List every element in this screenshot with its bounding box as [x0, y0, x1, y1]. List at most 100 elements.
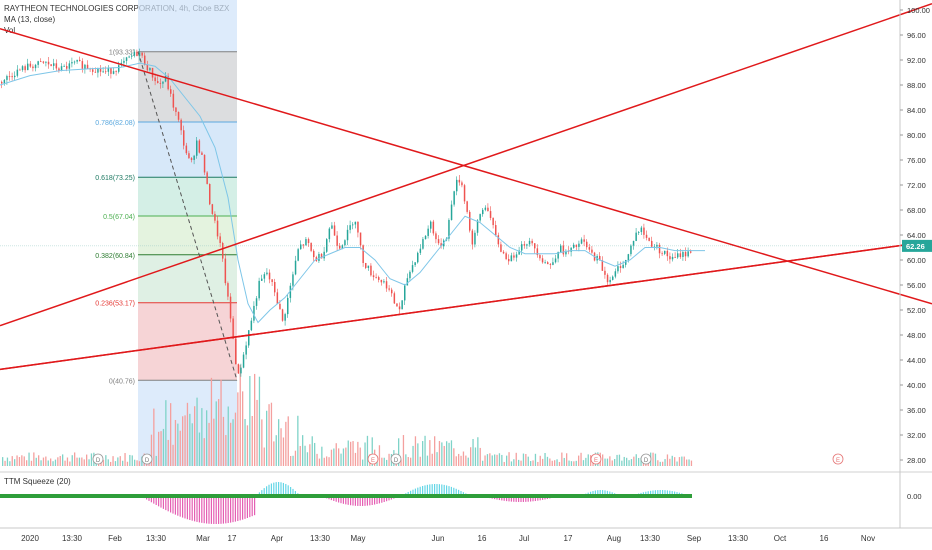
volume-bar [573, 461, 575, 466]
squeeze-bar [357, 496, 359, 506]
volume-bar [568, 460, 570, 466]
volume-bar [86, 454, 88, 466]
squeeze-bar [410, 490, 412, 496]
volume-bar [182, 416, 184, 466]
candle-body [362, 245, 364, 264]
candle-body [50, 64, 52, 66]
event-marker [390, 453, 402, 465]
volume-bar [340, 453, 342, 466]
candle-body [177, 112, 180, 120]
trendline [0, 3, 932, 327]
volume-bar [400, 459, 402, 466]
squeeze-bar [150, 496, 152, 503]
fib-level-label: 0.236(53.17) [95, 301, 135, 308]
event-marker-label: D [145, 458, 150, 464]
fib-level-label: 0.618(73.25) [95, 175, 135, 182]
candle-body [24, 66, 26, 71]
candle-body [266, 272, 268, 275]
candle-body [305, 239, 307, 246]
volume-bar [566, 453, 568, 466]
volume-bar [527, 456, 529, 466]
candle-body [255, 298, 258, 306]
volume-bar [138, 461, 141, 466]
squeeze-bar [419, 486, 421, 496]
candle-body [396, 303, 398, 307]
volume-bar [450, 440, 453, 466]
candle-body [365, 263, 367, 268]
event-marker-label: D [96, 458, 101, 464]
volume-bar [467, 457, 469, 466]
candle-body [346, 229, 349, 241]
volume-bar [206, 410, 208, 466]
candle-body [261, 278, 263, 281]
candle-body [14, 75, 16, 78]
volume-bar [16, 455, 18, 466]
candle-body [292, 274, 294, 286]
volume-bar [186, 402, 189, 466]
volume-bar [417, 443, 419, 466]
candle-body [690, 251, 692, 253]
candle-body [318, 253, 320, 262]
volume-bar [314, 442, 316, 466]
volume-bar [227, 406, 229, 466]
volume-bar [105, 455, 107, 466]
volume-bar [81, 457, 83, 466]
squeeze-bar [530, 496, 532, 502]
volume-bar [448, 442, 450, 466]
event-marker-label: E [594, 458, 598, 464]
ma-indicator-label: MA (13, close) [4, 15, 56, 24]
candle-body [157, 81, 159, 83]
volume-bar [129, 454, 131, 466]
volume-bar [160, 431, 162, 466]
volume-bar [64, 460, 66, 466]
squeeze-bar [590, 491, 592, 496]
squeeze-bar [537, 496, 539, 501]
candle-body [73, 61, 76, 63]
y-tick-label: 32.00 [907, 431, 926, 440]
volume-bar [522, 453, 525, 466]
candle-body [635, 232, 637, 241]
volume-bar [225, 435, 227, 466]
candle-body [645, 234, 648, 238]
event-marker-label: E [371, 458, 375, 464]
candle-body [76, 59, 78, 62]
candle-body [307, 239, 310, 243]
candle-body [422, 239, 424, 249]
fib-zone [138, 51, 237, 122]
candle-body [131, 55, 133, 57]
volume-bar [162, 428, 165, 466]
volume-bar [508, 452, 510, 466]
volume-bar [345, 447, 347, 466]
candle-body [354, 221, 357, 225]
volume-bar [462, 451, 465, 466]
candle-body [495, 225, 497, 236]
event-marker-label: E [836, 458, 840, 464]
candle-body [580, 239, 583, 244]
candle-body [21, 66, 24, 71]
volume-bar [52, 461, 54, 466]
candle-body [320, 253, 323, 259]
candle-body [300, 244, 302, 250]
candle-body [357, 221, 359, 233]
candle-body [42, 61, 45, 63]
squeeze-bar [160, 496, 162, 508]
squeeze-bar [350, 496, 352, 506]
fib-level-label: 0.382(60.84) [95, 253, 135, 260]
candle-body [237, 364, 240, 374]
volume-bar [496, 454, 498, 466]
candle-body [27, 63, 29, 71]
volume-bar [690, 460, 693, 466]
volume-bar [40, 460, 42, 466]
candle-body [359, 232, 362, 246]
last-price-badge [902, 239, 932, 252]
squeeze-bar [246, 496, 248, 519]
squeeze-bar [458, 489, 460, 496]
volume-bar [66, 457, 69, 466]
candle-body [541, 258, 544, 263]
squeeze-bar [366, 496, 368, 506]
candle-body [391, 289, 393, 294]
candle-body [203, 154, 206, 173]
candle-body [110, 68, 112, 74]
volume-bar [683, 456, 685, 466]
